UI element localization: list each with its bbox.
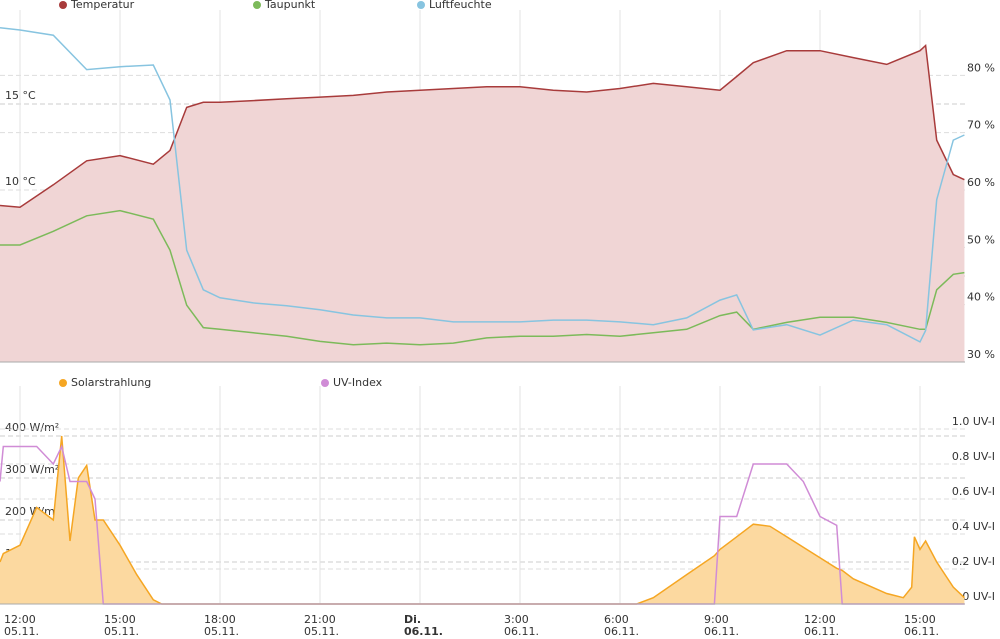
x-tick-date: 06.11. <box>804 625 839 638</box>
y2-tick-label: 0.6 UV-I <box>952 485 995 498</box>
x-tick-date: 05.11. <box>304 625 339 638</box>
x-tick-date: 05.11. <box>204 625 239 638</box>
x-tick-date: 06.11. <box>604 625 639 638</box>
y2-tick-label: 1.0 UV-I <box>952 415 995 428</box>
y2-tick-label: 0.8 UV-I <box>952 450 995 463</box>
x-tick-date: 05.11. <box>4 625 39 638</box>
y2-tick-label: 60 % <box>967 176 995 189</box>
series-line <box>0 43 965 208</box>
y2-tick-label: 70 % <box>967 119 995 132</box>
area <box>0 45 965 362</box>
x-tick-label: 12:00 <box>4 613 36 626</box>
x-tick-label: 3:00 <box>504 613 529 626</box>
x-tick-date: 05.11. <box>104 625 139 638</box>
x-tick-label: 12:00 <box>804 613 836 626</box>
legend-label: Temperatur <box>70 0 135 11</box>
y2-tick-label: 0 UV-I <box>962 590 995 603</box>
legend-marker <box>321 379 329 387</box>
y-tick-label: 300 W/m² <box>5 463 59 476</box>
x-tick-label: Di. <box>404 613 421 626</box>
y2-tick-label: 0.2 UV-I <box>952 555 995 568</box>
x-tick-label: 18:00 <box>204 613 236 626</box>
x-tick-label: 15:00 <box>904 613 936 626</box>
legend-marker <box>253 1 261 9</box>
legend-label: Taupunkt <box>264 0 316 11</box>
x-tick-date: 06.11. <box>704 625 739 638</box>
legend-marker <box>59 379 67 387</box>
y2-tick-label: 30 % <box>967 348 995 361</box>
legend-marker <box>417 1 425 9</box>
x-tick-date: 06.11. <box>904 625 939 638</box>
legend-marker <box>59 1 67 9</box>
x-tick-label: 21:00 <box>304 613 336 626</box>
x-tick-label: 9:00 <box>704 613 729 626</box>
x-tick-date: 06.11. <box>504 625 539 638</box>
y2-tick-label: 50 % <box>967 233 995 246</box>
series-line <box>0 26 965 343</box>
y2-tick-label: 80 % <box>967 61 995 74</box>
x-tick-date: 06.11. <box>404 625 443 638</box>
x-tick-label: 6:00 <box>604 613 629 626</box>
y2-tick-label: 0.4 UV-I <box>952 520 995 533</box>
series-line <box>0 209 965 346</box>
y-tick-label: 400 W/m² <box>5 421 59 434</box>
legend-label: Solarstrahlung <box>71 376 151 389</box>
legend-label: UV-Index <box>333 376 383 389</box>
x-tick-label: 15:00 <box>104 613 136 626</box>
legend-label: Luftfeuchte <box>429 0 492 11</box>
y2-tick-label: 40 % <box>967 291 995 304</box>
area <box>0 436 965 604</box>
